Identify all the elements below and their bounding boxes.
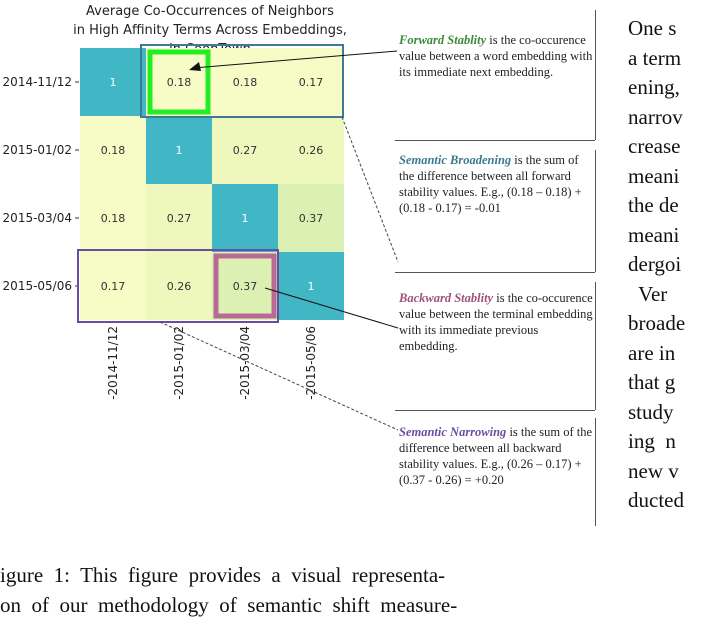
caption-line: on of our methodology of semantic shift … bbox=[0, 593, 458, 617]
cell-value-label: 0.18 bbox=[167, 76, 192, 89]
cell-value-label: 0.18 bbox=[101, 212, 126, 225]
cell-value-label: 1 bbox=[308, 280, 315, 293]
text-line: ducted bbox=[628, 488, 684, 512]
note-divider bbox=[595, 10, 596, 140]
cell-value-label: 0.18 bbox=[233, 76, 258, 89]
heatmap-cell bbox=[80, 184, 146, 252]
heatmap-cell bbox=[146, 184, 212, 252]
y-tick-label: 2015-03/04 bbox=[3, 211, 72, 225]
note-term: Semantic Narrowing bbox=[399, 425, 507, 439]
chart-title-line: Average Co-Occurrences of Neighbors bbox=[86, 4, 334, 19]
cell-value-label: 0.27 bbox=[167, 212, 192, 225]
y-tick-label: 2014-11/12 bbox=[3, 75, 72, 89]
note-term: Forward Stablity bbox=[399, 33, 487, 47]
heatmap-cell bbox=[212, 48, 278, 116]
note-divider bbox=[595, 150, 596, 272]
text-line: One s bbox=[628, 16, 677, 40]
text-line: Ver bbox=[628, 281, 668, 306]
forward-connector bbox=[192, 50, 398, 69]
heatmap-cell bbox=[278, 48, 344, 116]
note-term: Backward Stablity bbox=[399, 291, 494, 305]
text-line: meani bbox=[628, 222, 680, 247]
figure-caption: igure 1: This figure provides a visual r… bbox=[0, 560, 620, 620]
note-divider bbox=[395, 410, 595, 411]
cell-value-label: 0.17 bbox=[101, 280, 126, 293]
cell-value-label: 0.37 bbox=[233, 280, 258, 293]
heatmap-cell bbox=[212, 116, 278, 184]
note-divider bbox=[595, 282, 596, 410]
heatmap-cell bbox=[146, 48, 212, 116]
text-line: ing n bbox=[628, 429, 676, 453]
note-text: is the co-occurence value between the te… bbox=[399, 291, 593, 353]
note-text: is the co-occurence value between a word… bbox=[399, 33, 593, 79]
cell-value-label: 0.26 bbox=[167, 280, 192, 293]
heatmap-cell bbox=[278, 116, 344, 184]
text-line: a term bbox=[628, 45, 682, 70]
note-text: is the sum of the difference between all… bbox=[399, 425, 593, 487]
cell-value-label: 1 bbox=[110, 76, 117, 89]
heatmap-cell bbox=[80, 252, 146, 320]
heatmap-cell bbox=[278, 184, 344, 252]
backward-stability-highlight bbox=[213, 253, 277, 319]
cell-value-label: 1 bbox=[176, 144, 183, 157]
caption-line: igure 1: This figure provides a visual r… bbox=[0, 563, 446, 587]
forward-region-box bbox=[140, 44, 344, 118]
heatmap-cell bbox=[80, 116, 146, 184]
x-tick-label: -2014-11/12 bbox=[106, 326, 120, 400]
note-divider bbox=[595, 418, 596, 526]
note-forward-stability: Forward Stablity is the co-occurence val… bbox=[399, 32, 595, 80]
text-line: ening, bbox=[628, 75, 680, 99]
x-tick-label: -2015-01/02 bbox=[172, 326, 186, 400]
text-line: meani bbox=[628, 163, 680, 188]
y-tick-label: 2015-05/06 bbox=[3, 279, 72, 293]
cell-value-label: 0.17 bbox=[299, 76, 324, 89]
text-line: narrov bbox=[628, 104, 683, 129]
text-line: the de bbox=[628, 193, 679, 217]
text-line: crease bbox=[628, 134, 681, 158]
narrowing-connector bbox=[159, 321, 399, 431]
forward-stability-highlight bbox=[147, 49, 211, 115]
text-line: study bbox=[628, 399, 674, 424]
body-text-column: One s a term ening, narrov crease meani … bbox=[628, 0, 707, 516]
x-tick-label: -2015-03/04 bbox=[238, 326, 252, 400]
note-backward-stability: Backward Stablity is the co-occurence va… bbox=[399, 290, 595, 354]
arrowhead bbox=[189, 62, 201, 71]
cell-value-label: 0.26 bbox=[299, 144, 324, 157]
note-divider bbox=[395, 140, 595, 141]
backward-connector bbox=[264, 287, 399, 329]
note-divider bbox=[395, 272, 595, 273]
text-line: that g bbox=[628, 370, 676, 394]
text-line: broade bbox=[628, 311, 686, 335]
broadening-connector bbox=[341, 116, 399, 263]
note-semantic-narrowing: Semantic Narrowing is the sum of the dif… bbox=[399, 424, 595, 488]
heatmap-cell bbox=[146, 252, 212, 320]
chart-title-line: in High Affinity Terms Across Embeddings… bbox=[73, 23, 347, 38]
heatmap-cell bbox=[212, 184, 278, 252]
x-tick-label: -2015-05/06 bbox=[304, 326, 318, 400]
note-text: is the sum of the difference between all… bbox=[399, 153, 582, 215]
heatmap-cell bbox=[146, 116, 212, 184]
note-term: Semantic Broadening bbox=[399, 153, 512, 167]
heatmap-cell bbox=[212, 252, 278, 320]
cell-value-label: 0.27 bbox=[233, 144, 258, 157]
heatmap-cell bbox=[80, 48, 146, 116]
backward-region-box bbox=[77, 249, 279, 323]
cell-value-label: 0.18 bbox=[101, 144, 126, 157]
y-tick-label: 2015-01/02 bbox=[3, 143, 72, 157]
text-line: are in bbox=[628, 340, 676, 365]
cell-value-label: 1 bbox=[242, 212, 249, 225]
cell-value-label: 0.37 bbox=[299, 212, 324, 225]
text-line: dergoi bbox=[628, 252, 682, 276]
text-line: new v bbox=[628, 458, 679, 483]
note-semantic-broadening: Semantic Broadening is the sum of the di… bbox=[399, 152, 595, 216]
